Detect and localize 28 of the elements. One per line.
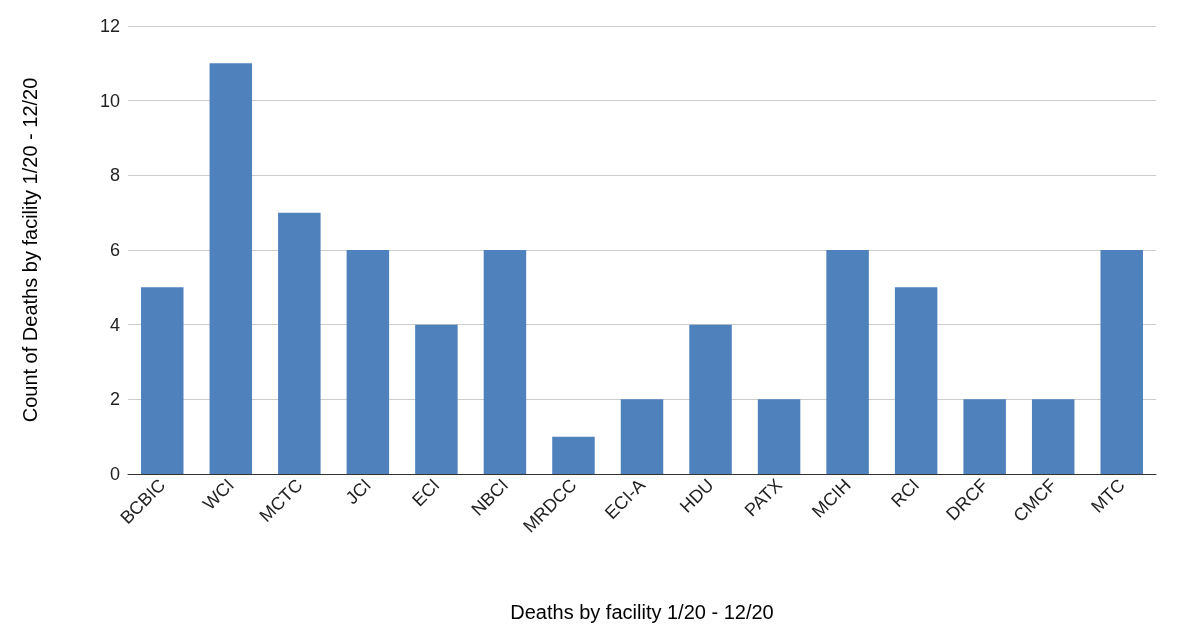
y-tick-label: 12 [99, 16, 120, 36]
bar [346, 250, 390, 474]
bar [209, 63, 253, 474]
x-axis-title: Deaths by facility 1/20 - 12/20 [510, 601, 774, 623]
bar [963, 399, 1006, 474]
y-tick-label: 10 [99, 90, 120, 111]
bar [620, 399, 664, 474]
bar [826, 250, 869, 474]
x-tick-label: JCI [341, 474, 375, 509]
bar [1031, 399, 1075, 474]
x-tick-label: ECI [408, 474, 444, 511]
x-tick-label: WCI [199, 474, 238, 514]
bar [689, 324, 732, 474]
y-tick-label: 8 [109, 165, 120, 186]
bar [1100, 250, 1143, 474]
bar [894, 287, 938, 474]
bar [757, 399, 801, 474]
bar [141, 287, 184, 474]
bar [278, 212, 321, 474]
bar [552, 436, 595, 474]
y-axis-title: Count of Deaths by facility 1/20 - 12/20 [19, 77, 41, 423]
bar [415, 324, 458, 474]
y-tick-label: 2 [109, 389, 120, 410]
y-tick-label: 4 [109, 314, 120, 335]
y-tick-label: 6 [109, 240, 120, 260]
y-tick-label: 0 [109, 464, 120, 484]
bar [483, 250, 527, 474]
x-tick-label: RCI [887, 474, 924, 511]
